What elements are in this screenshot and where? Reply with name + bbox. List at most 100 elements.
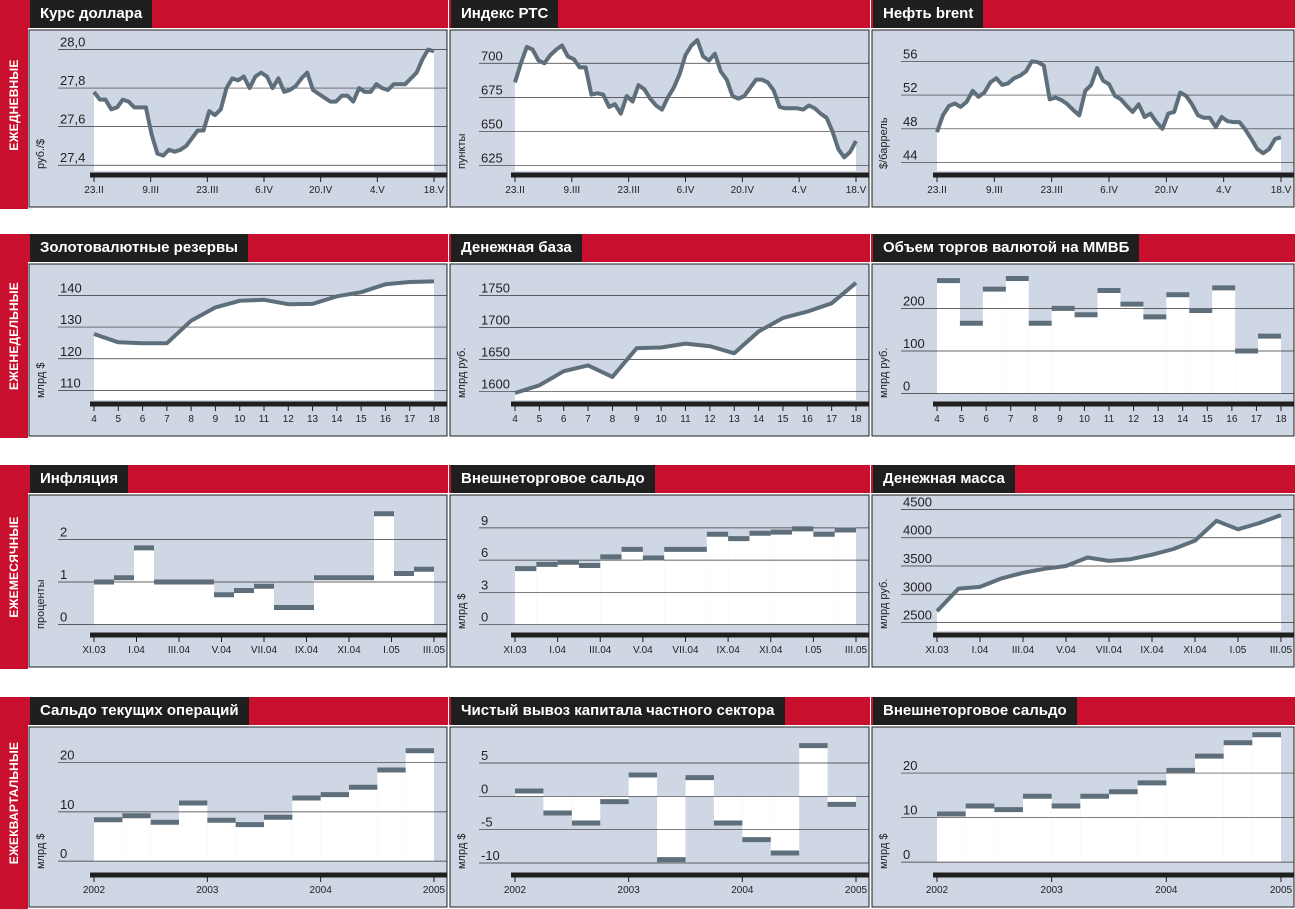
x-tick-label: 8 (1033, 414, 1039, 425)
white-fill (728, 538, 750, 625)
x-tick-label: 11 (1104, 414, 1115, 425)
x-tick-label: 5 (116, 414, 122, 425)
x-tick-label: 2002 (926, 885, 949, 896)
x-tick-label: 13 (307, 414, 319, 425)
x-tick-label: VII.04 (251, 645, 278, 656)
x-tick-label: 18.V (424, 185, 445, 196)
white-fill (994, 809, 1023, 863)
white-fill (1166, 770, 1195, 863)
white-fill (1195, 756, 1224, 863)
y-tick-label: 20 (903, 758, 917, 773)
white-fill (194, 581, 214, 625)
x-tick-label: 14 (1177, 414, 1189, 425)
y-tick-label: 28,0 (60, 35, 85, 50)
x-tick-label: 17 (826, 414, 838, 425)
x-tick-label: 12 (283, 414, 295, 425)
y-tick-label: 0 (903, 379, 910, 394)
chart-panel-capital: Чистый вывоз капитала частного сектора 5 0… (449, 697, 870, 909)
chart-title: Нефть brent (873, 0, 984, 28)
x-tick-label: 8 (188, 414, 194, 425)
white-fill (792, 528, 814, 625)
y-tick-label: 27,4 (60, 150, 85, 165)
chart-title: Курс доллара (30, 0, 153, 28)
data-line (514, 281, 858, 395)
chart-panel-current: Сальдо текущих операций 20 10 0 млрд $2002 20… (28, 697, 448, 909)
x-tick-label: I.04 (972, 645, 989, 656)
y-tick-label: 120 (60, 344, 82, 359)
white-fill (571, 796, 601, 823)
x-tick-label: 7 (164, 414, 170, 425)
white-fill (134, 547, 154, 625)
chart-title: Инфляция (30, 465, 129, 493)
y-tick-label: 100 (903, 336, 925, 351)
x-tick-label: 9.III (986, 185, 1003, 196)
x-tick-label: 12 (704, 414, 716, 425)
plot-background (871, 726, 1295, 908)
data-line (513, 38, 858, 160)
white-fill (214, 594, 234, 625)
data-line (935, 513, 1282, 613)
white-fill (657, 796, 686, 860)
white-fill (292, 798, 321, 862)
chart-svg: 1750 1700 1650 1600 млрд руб. 4 5 6 7 8 9 10 11 12 13 1… (449, 263, 870, 437)
white-fill (1120, 304, 1144, 394)
x-tick-label: 2004 (1155, 885, 1178, 896)
y-tick-label: 56 (903, 46, 917, 61)
white-fill (1023, 796, 1052, 863)
white-fill (235, 824, 264, 862)
x-tick-label: 4.V (792, 185, 807, 196)
chart-panel-usd: Курс доллара 28,0 27,8 27,6 27,4 руб./$ 23.II 9… (28, 0, 448, 209)
white-fill (1166, 294, 1190, 394)
x-tick-label: 16 (802, 414, 814, 425)
row-label-text: ЕЖЕКВАРТАЛЬНЫЕ (7, 741, 21, 865)
x-tick-label: 2004 (731, 885, 754, 896)
white-fill (937, 280, 960, 394)
y-tick-label: 140 (60, 280, 82, 295)
x-tick-label: I.05 (1230, 645, 1247, 656)
white-fill (94, 49, 434, 171)
white-fill (1189, 310, 1213, 394)
row-label-quarterly: ЕЖЕКВАРТАЛЬНЫЕ (0, 697, 28, 909)
y-tick-label: 27,6 (60, 112, 85, 127)
y-tick-label: 4500 (903, 494, 932, 509)
x-tick-label: III.05 (1270, 645, 1293, 656)
chart-title: Внешнеторговое сальдо (451, 465, 655, 493)
white-fill (515, 282, 856, 400)
y-tick-label: 1750 (481, 281, 510, 296)
unit-label: млрд $ (35, 834, 47, 869)
white-fill (600, 796, 629, 802)
y-tick-label: 52 (903, 80, 917, 95)
white-fill (1005, 278, 1029, 394)
chart-title: Золотовалютные резервы (30, 234, 248, 262)
white-fill (1252, 734, 1281, 863)
white-fill (713, 796, 743, 823)
plot-background (449, 726, 870, 908)
white-fill (515, 40, 856, 171)
chart-title: Объем торгов валютой на ММВБ (873, 234, 1140, 262)
x-tick-label: 18 (428, 414, 440, 425)
x-tick-label: 5 (959, 414, 965, 425)
y-tick-label: 1700 (481, 313, 510, 328)
white-fill (536, 564, 558, 625)
white-fill (1137, 782, 1167, 863)
x-tick-label: 6 (561, 414, 567, 425)
chart-svg: 28,0 27,8 27,6 27,4 руб./$ 23.II 9.III 23.III 6.… (28, 29, 448, 208)
unit-label: млрд руб. (878, 579, 890, 629)
x-tick-label: 7 (1008, 414, 1014, 425)
white-fill (557, 562, 579, 625)
y-tick-label: 10 (60, 797, 74, 812)
plot-background (871, 29, 1295, 208)
white-fill (94, 819, 123, 862)
x-tick-label: 18 (1275, 414, 1287, 425)
x-tick-label: XI.04 (1183, 645, 1207, 656)
x-tick-label: 23.III (196, 185, 218, 196)
x-tick-label: 2005 (845, 885, 868, 896)
y-tick-label: 700 (481, 48, 503, 63)
white-fill (264, 817, 293, 862)
chart-panel-money: Денежная масса 4500 4000 3500 3000 2500 млрд р… (871, 465, 1295, 669)
white-fill (621, 549, 643, 625)
x-tick-label: 14 (753, 414, 765, 425)
y-tick-label: 44 (903, 148, 917, 163)
x-tick-label: 15 (356, 414, 368, 425)
y-tick-label: 27,8 (60, 73, 85, 88)
